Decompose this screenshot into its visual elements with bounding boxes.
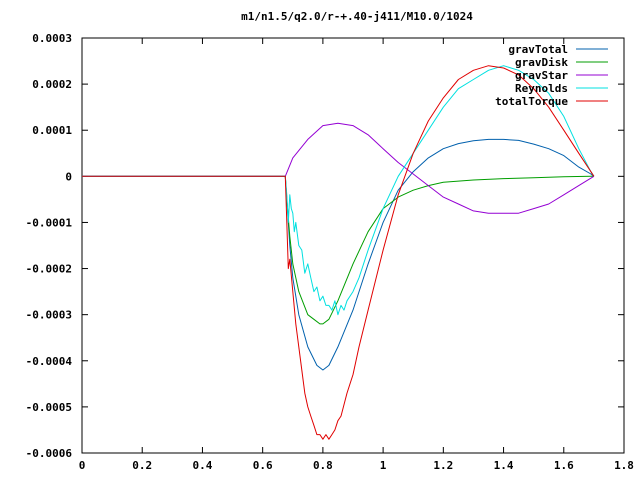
chart-title: m1/n1.5/q2.0/r-+.40-j411/M10.0/1024 (241, 10, 473, 23)
x-tick-label: 0.4 (193, 459, 213, 472)
y-tick-label: -0.0004 (26, 355, 73, 368)
y-tick-label: -0.0006 (26, 447, 73, 460)
legend-label-Reynolds: Reynolds (515, 82, 568, 95)
legend-label-gravDisk: gravDisk (515, 56, 568, 69)
y-tick-label: -0.0001 (26, 216, 73, 229)
x-tick-label: 1.4 (494, 459, 514, 472)
y-tick-label: -0.0005 (26, 401, 72, 414)
x-tick-label: 0 (79, 459, 86, 472)
series-line-gravStar (82, 122, 595, 214)
legend-label-totalTorque: totalTorque (495, 95, 568, 108)
y-tick-label: 0 (65, 170, 72, 183)
y-tick-label: 0.0001 (32, 124, 72, 137)
x-tick-label: 0.6 (253, 459, 273, 472)
x-tick-label: 1.6 (554, 459, 574, 472)
legend-label-gravStar: gravStar (515, 69, 568, 82)
y-tick-label: 0.0003 (32, 32, 72, 45)
x-tick-label: 1.8 (614, 459, 634, 472)
plot-frame (81, 37, 625, 454)
series-line-gravTotal (82, 138, 595, 371)
axis-ticks: 0 0.2 0.4 0.6 0.8 1 1.2 1.4 1.6 1.8 0.0003 0.0002 0.… (26, 32, 634, 472)
x-tick-label: 0.8 (313, 459, 333, 472)
y-tick-label: 0.0002 (32, 78, 72, 91)
series-layer (82, 65, 595, 440)
x-tick-label: 1 (380, 459, 387, 472)
legend: gravTotalgravDiskgravStarReynoldstotalTo… (495, 43, 608, 108)
y-tick-label: -0.0003 (26, 309, 72, 322)
series-line-totalTorque (82, 65, 595, 440)
series-line-gravDisk (82, 175, 594, 325)
y-tick-label: -0.0002 (26, 263, 72, 276)
x-tick-label: 1.2 (433, 459, 453, 472)
legend-label-gravTotal: gravTotal (508, 43, 568, 56)
x-tick-label: 0.2 (132, 459, 152, 472)
